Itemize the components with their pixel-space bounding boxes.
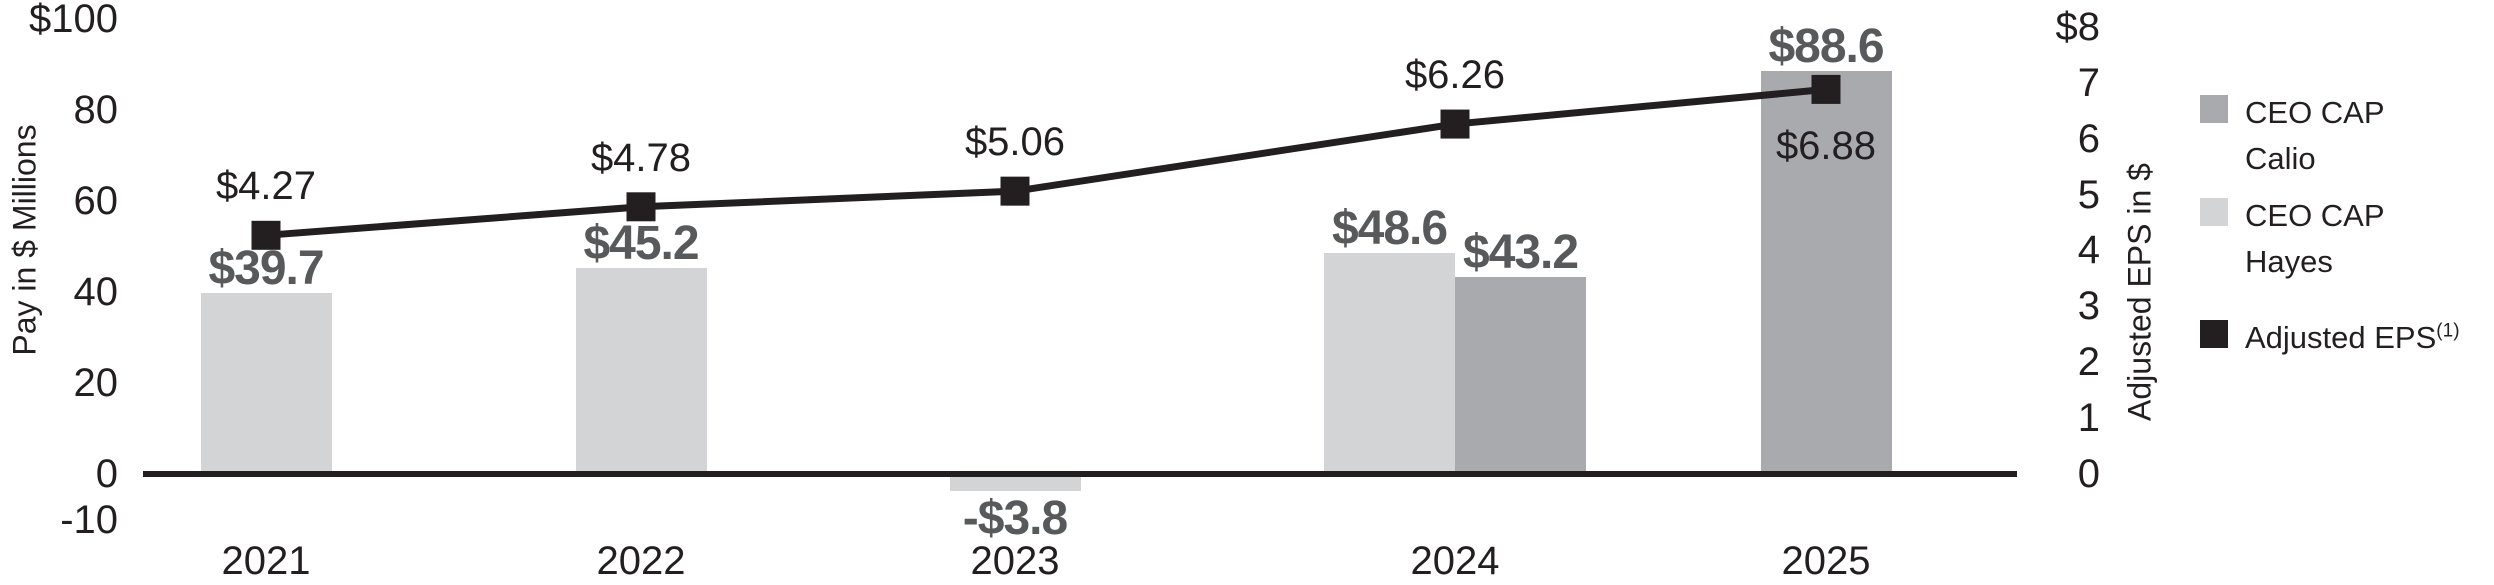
eps-marker — [1811, 74, 1841, 104]
legend-swatch-calio — [2200, 95, 2228, 123]
legend-item-adjusted-eps: Adjusted EPS(1) — [2200, 315, 2460, 361]
eps-marker — [1440, 109, 1470, 139]
eps-marker — [1000, 176, 1030, 206]
legend-label-calio: CEO CAP Calio — [2245, 95, 2384, 176]
x-axis-label-2021: 2021 — [221, 539, 311, 583]
legend-swatch-hayes — [2200, 198, 2228, 226]
legend-item-ceo-cap-hayes: CEO CAP Hayes — [2200, 193, 2427, 285]
bar-ceo-cap-hayes-2022 — [575, 268, 707, 474]
bar-value-label: $43.2 — [1462, 226, 1579, 280]
right-axis-tick: 6 — [2077, 116, 2100, 161]
right-axis-tick: 3 — [2077, 284, 2100, 329]
bar-ceo-cap-calio-2024 — [1455, 277, 1586, 474]
left-axis-tick: 60 — [73, 179, 119, 223]
right-axis-tick: $8 — [2055, 4, 2101, 49]
eps-value-label: $4.78 — [590, 135, 692, 180]
bar-value-label: -$3.8 — [962, 492, 1068, 546]
bar-ceo-cap-hayes-2023 — [949, 474, 1081, 492]
bar-ceo-cap-hayes-2021 — [200, 293, 332, 474]
left-axis-tick: -10 — [60, 497, 118, 542]
bar-ceo-cap-calio-2025 — [1760, 70, 1892, 474]
eps-marker — [626, 192, 656, 222]
right-axis-tick: 0 — [2077, 452, 2100, 496]
left-axis-tick: 0 — [95, 452, 118, 496]
left-axis-tick: 20 — [73, 361, 119, 405]
x-axis-label-2024: 2024 — [1410, 539, 1500, 583]
right-axis-tick: 7 — [2077, 60, 2100, 105]
legend-label-adjusted-eps: Adjusted EPS(1) — [2245, 320, 2460, 355]
bar-value-label: $88.6 — [1768, 19, 1884, 73]
right-axis-tick: 4 — [2077, 228, 2100, 273]
legend-item-ceo-cap-calio: CEO CAP Calio — [2200, 90, 2427, 182]
eps-value-label: $4.27 — [215, 164, 317, 209]
x-axis-label-2025: 2025 — [1781, 539, 1871, 583]
x-axis-line — [143, 471, 2017, 477]
eps-value-label: $5.06 — [964, 120, 1066, 165]
right-axis-tick: 5 — [2077, 172, 2100, 217]
left-axis-tick: 80 — [73, 88, 119, 132]
left-axis-tick: $100 — [29, 0, 118, 41]
footnote-marker: (1) — [2436, 320, 2460, 342]
eps-value-label: $6.88 — [1775, 124, 1877, 169]
left-axis-tick: 40 — [73, 270, 119, 314]
eps-marker — [251, 220, 281, 250]
right-axis-tick: 1 — [2077, 396, 2100, 441]
bar-value-label: $39.7 — [208, 242, 324, 296]
bar-ceo-cap-hayes-2024 — [1324, 252, 1455, 474]
x-axis-label-2023: 2023 — [970, 539, 1060, 583]
x-axis-label-2022: 2022 — [596, 539, 686, 583]
bar-value-label: $45.2 — [583, 217, 699, 271]
legend-swatch-adjusted-eps — [2200, 320, 2228, 348]
legend-label-hayes: CEO CAP Hayes — [2245, 198, 2384, 279]
eps-value-label: $6.26 — [1404, 53, 1506, 98]
bar-value-label: $48.6 — [1331, 201, 1448, 255]
right-axis-tick: 2 — [2077, 340, 2100, 385]
